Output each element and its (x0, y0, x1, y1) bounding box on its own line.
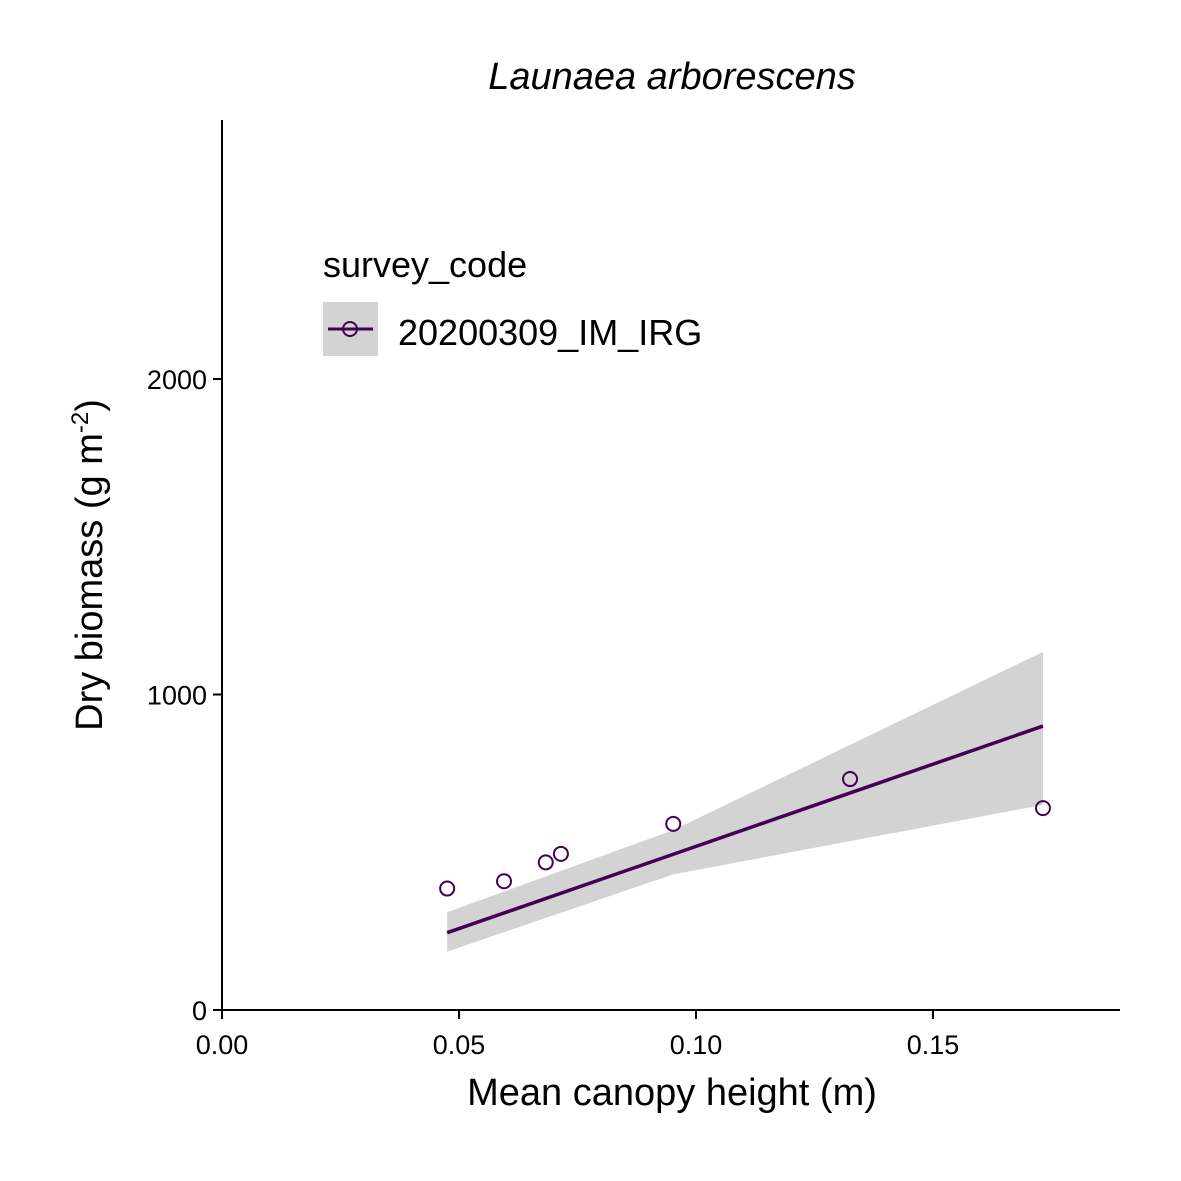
data-point (552, 845, 569, 862)
data-point (1034, 800, 1051, 817)
y-axis-title-superscript: -2 (67, 412, 94, 433)
confidence-band-layer (447, 651, 1043, 952)
y-axis-title: Dry biomass (g m-2) (67, 399, 111, 731)
legend-title: survey_code (323, 244, 527, 285)
y-axis-ticks: 0 1000 2000 (147, 365, 222, 1026)
x-tick-label: 0.10 (670, 1030, 723, 1060)
fit-line-layer (446, 724, 1044, 935)
data-point (439, 880, 456, 897)
y-axis-title-close: ) (69, 399, 111, 412)
x-axis-ticks: 0.00 0.05 0.10 0.15 (196, 1010, 960, 1060)
points-layer (439, 771, 1051, 897)
legend-key-point (342, 321, 358, 337)
legend: survey_code 20200309_IM_IRG (323, 244, 702, 356)
y-tick-label: 2000 (147, 365, 207, 395)
data-point (537, 854, 554, 871)
data-point (496, 873, 513, 890)
y-tick-label: 1000 (147, 681, 207, 711)
data-point (665, 815, 682, 832)
fit-line (446, 724, 1044, 935)
data-point (842, 771, 859, 788)
x-tick-label: 0.00 (196, 1030, 249, 1060)
confidence-band (447, 651, 1043, 952)
legend-label-series-1: 20200309_IM_IRG (398, 312, 702, 353)
x-tick-label: 0.15 (907, 1030, 960, 1060)
y-axis-title-main: Dry biomass (g m (69, 433, 111, 731)
x-tick-label: 0.05 (433, 1030, 486, 1060)
x-axis-title: Mean canopy height (m) (467, 1072, 877, 1114)
chart-title: Launaea arborescens (488, 56, 856, 98)
y-tick-label: 0 (192, 996, 207, 1026)
